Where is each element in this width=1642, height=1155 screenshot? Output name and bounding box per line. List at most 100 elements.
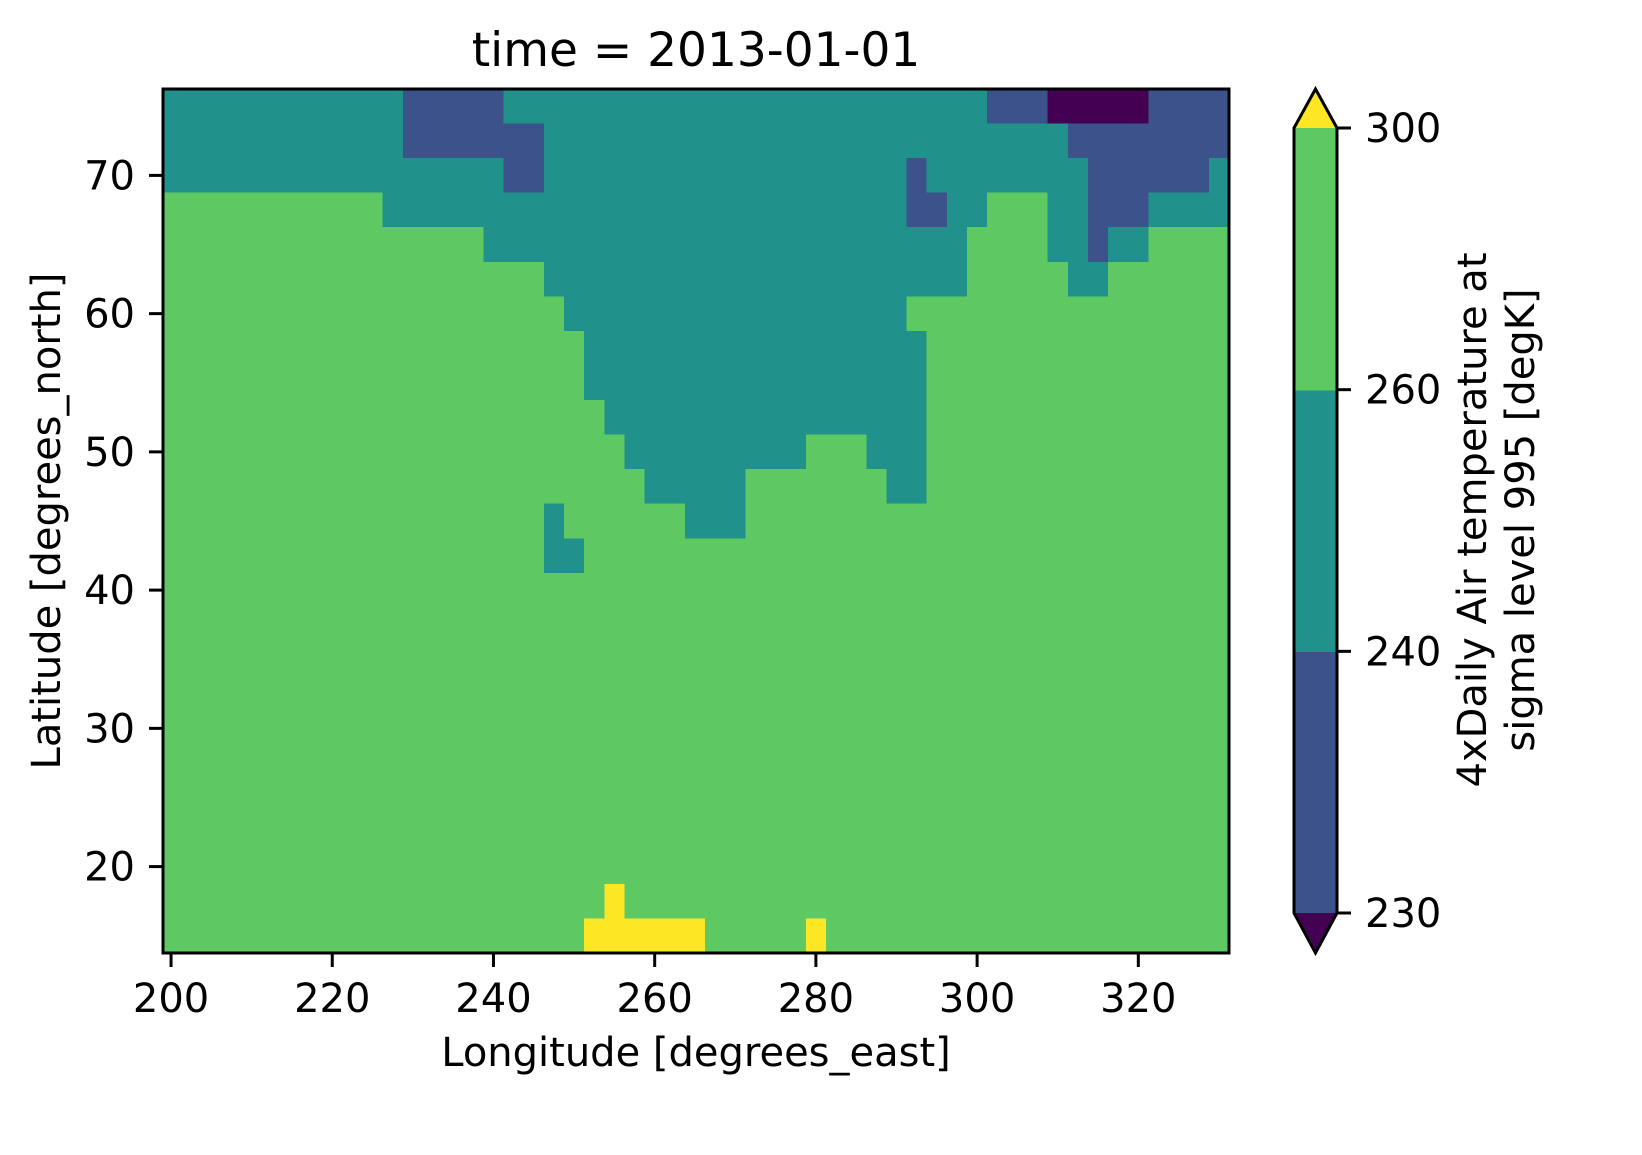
chart-title: time = 2013-01-01 — [472, 23, 921, 78]
x-tick-label: 320 — [1100, 976, 1176, 1022]
x-tick-label: 280 — [778, 976, 854, 1022]
heatmap-cell — [1067, 261, 1109, 298]
x-tick-label: 300 — [939, 976, 1015, 1022]
heatmap-cell — [624, 434, 807, 470]
heatmap-cell — [1047, 89, 1150, 125]
heatmap-cell — [163, 261, 545, 298]
heatmap-cell — [805, 918, 827, 953]
colorbar-segment — [1294, 651, 1337, 914]
colorbar-label-line-2: sigma level 995 [degK] — [1498, 288, 1544, 751]
heatmap-cell — [1067, 123, 1229, 159]
colorbar-tick-label: 300 — [1365, 106, 1441, 152]
heatmap-cell — [825, 918, 1229, 953]
x-axis: 200 220 240 260 280 300 320 — [133, 953, 1176, 1022]
heatmap-cell — [1047, 227, 1089, 263]
heatmap-cell — [926, 469, 1229, 505]
heatmap-cell — [163, 400, 606, 436]
heatmap-cell — [163, 814, 1229, 851]
colorbar-segment — [1294, 128, 1337, 391]
heatmap-cell — [503, 89, 988, 125]
heatmap-cell — [163, 296, 565, 332]
heatmap-cell — [543, 503, 565, 539]
heatmap-cell — [163, 849, 1229, 885]
heatmap-cell — [1108, 227, 1150, 263]
x-tick-label: 220 — [294, 976, 370, 1022]
heatmap-cell — [886, 469, 928, 505]
heatmap-cell — [503, 158, 545, 194]
heatmap-cell — [967, 227, 1049, 263]
heatmap-cell — [483, 227, 968, 263]
heatmap-cell — [584, 918, 706, 953]
heatmap-cell — [584, 538, 1229, 574]
colorbar-tick-label: 260 — [1365, 368, 1441, 414]
heatmap-cell — [163, 918, 585, 953]
heatmap-cell — [543, 123, 1069, 159]
heatmap-cell — [926, 365, 1229, 401]
heatmap-cell — [946, 192, 988, 228]
heatmap-cell — [926, 434, 1229, 470]
heatmap-cell — [906, 158, 928, 194]
heatmap-cell — [926, 330, 1229, 367]
heatmap-cell — [163, 745, 1229, 781]
heatmap-cell — [745, 503, 1229, 539]
heatmap-cell — [163, 192, 384, 228]
heatmap-cell — [163, 780, 1229, 816]
heatmap-cell — [402, 123, 545, 159]
colorbar: 230 240 260 300 — [1292, 85, 1441, 957]
heatmap-cell — [163, 607, 1229, 643]
heatmap-cell — [1208, 158, 1229, 194]
heatmap-cell — [1087, 158, 1210, 194]
heatmap-cell — [163, 158, 505, 194]
heatmap-cell — [1087, 227, 1109, 263]
heatmap-cell — [163, 711, 1229, 747]
x-axis-label: Longitude [degrees_east] — [441, 1030, 951, 1076]
heatmap-cell — [382, 192, 908, 228]
heatmap-cell — [584, 330, 928, 367]
colorbar-tick-label: 240 — [1365, 629, 1441, 675]
heatmap-cell — [644, 469, 747, 505]
heatmap-cell — [866, 434, 928, 470]
heatmap-cell — [805, 434, 867, 470]
heatmap-cell — [906, 192, 948, 228]
heatmap-cell — [163, 365, 585, 401]
heatmap-cell — [543, 538, 585, 574]
heatmap-cell — [604, 883, 626, 920]
colorbar-extend-min-triangle — [1294, 913, 1337, 953]
heatmap-cell — [1148, 192, 1229, 228]
heatmap-cell — [967, 261, 1069, 298]
x-tick-label: 240 — [455, 976, 531, 1022]
heatmap-cell — [163, 227, 485, 263]
y-tick-label: 50 — [84, 430, 135, 476]
colorbar-segment — [1294, 389, 1337, 653]
heatmap-cell — [926, 400, 1229, 436]
heatmap-cell — [1087, 192, 1150, 228]
x-tick-label: 260 — [617, 976, 693, 1022]
y-tick-label: 60 — [84, 292, 135, 338]
heatmap-cell — [926, 158, 1089, 194]
heatmap-cell — [1047, 192, 1089, 228]
y-tick-label: 70 — [84, 153, 135, 199]
x-tick-label: 200 — [133, 976, 209, 1022]
y-axis-label: Latitude [degrees_north] — [24, 273, 70, 770]
heatmap — [163, 89, 1229, 953]
heatmap-cell — [624, 883, 1229, 920]
heatmap-cell — [163, 572, 1229, 609]
heatmap-cell — [1148, 89, 1229, 125]
heatmap-cell — [1148, 227, 1229, 263]
heatmap-cell — [163, 883, 606, 920]
heatmap-cell — [402, 89, 505, 125]
colorbar-label-line-1: 4xDaily Air temperature at — [1450, 252, 1496, 787]
heatmap-cell — [163, 330, 585, 367]
heatmap-cell — [987, 89, 1049, 125]
colorbar-tick-label: 230 — [1365, 891, 1441, 937]
heatmap-cell — [705, 918, 807, 953]
heatmap-cell — [163, 503, 545, 539]
heatmap-cell — [584, 365, 928, 401]
y-tick-label: 30 — [84, 706, 135, 752]
heatmap-cell — [604, 400, 928, 436]
plot-frame — [161, 87, 1231, 955]
heatmap-cell — [163, 434, 626, 470]
heatmap-cell — [163, 123, 404, 159]
heatmap-cell — [564, 503, 686, 539]
heatmap-cell — [684, 503, 747, 539]
